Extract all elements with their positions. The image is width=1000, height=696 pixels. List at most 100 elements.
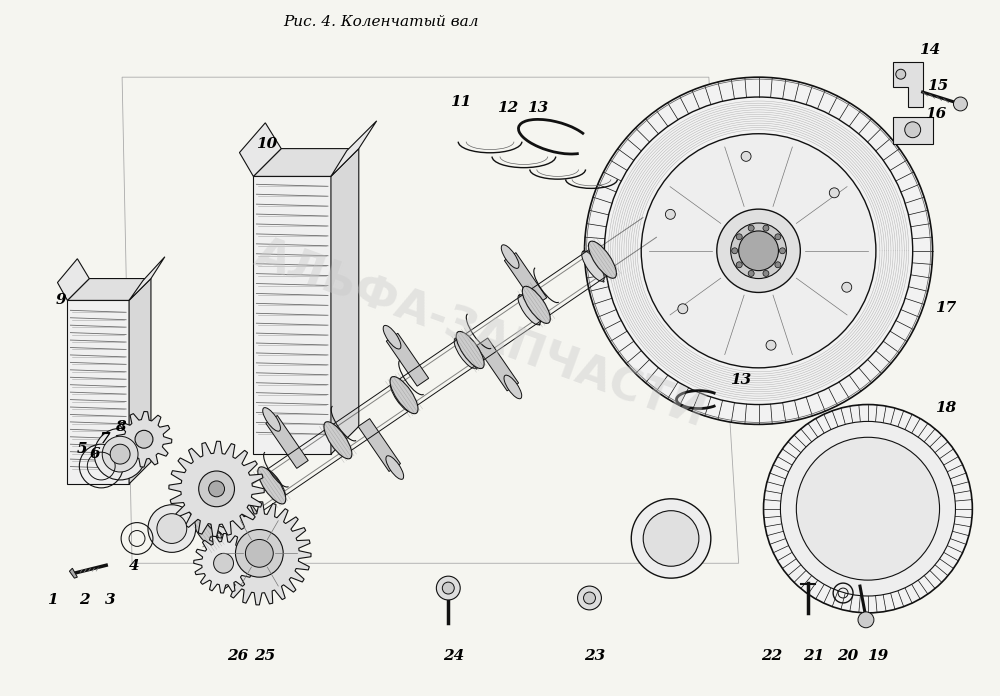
Ellipse shape <box>588 241 616 278</box>
Polygon shape <box>476 338 519 391</box>
Text: 9: 9 <box>55 294 66 308</box>
Polygon shape <box>266 416 308 468</box>
Circle shape <box>717 209 800 292</box>
Circle shape <box>442 582 454 594</box>
Circle shape <box>764 404 972 613</box>
Text: 24: 24 <box>443 649 464 663</box>
Polygon shape <box>239 122 281 176</box>
Polygon shape <box>116 411 172 467</box>
Circle shape <box>775 234 781 239</box>
Circle shape <box>775 262 781 268</box>
Circle shape <box>741 152 751 161</box>
Circle shape <box>763 226 769 231</box>
Polygon shape <box>129 257 165 301</box>
Polygon shape <box>893 117 933 143</box>
Text: 7: 7 <box>100 432 111 446</box>
Circle shape <box>736 234 742 239</box>
Polygon shape <box>67 301 129 484</box>
Text: 8: 8 <box>115 420 125 434</box>
Circle shape <box>732 248 738 254</box>
Text: 13: 13 <box>730 373 751 387</box>
Circle shape <box>739 231 778 271</box>
Text: 18: 18 <box>935 400 956 415</box>
Text: 11: 11 <box>450 95 471 109</box>
Text: 15: 15 <box>927 79 948 93</box>
Polygon shape <box>253 149 359 176</box>
Polygon shape <box>504 253 547 306</box>
Circle shape <box>736 262 742 268</box>
Ellipse shape <box>501 245 519 269</box>
Circle shape <box>748 226 754 231</box>
Ellipse shape <box>258 467 286 504</box>
Ellipse shape <box>327 425 349 455</box>
Circle shape <box>245 539 273 567</box>
Polygon shape <box>331 149 359 454</box>
Circle shape <box>135 430 153 448</box>
Circle shape <box>905 122 921 138</box>
Ellipse shape <box>386 456 404 480</box>
Text: 19: 19 <box>867 649 889 663</box>
Ellipse shape <box>582 251 604 281</box>
Circle shape <box>780 421 955 596</box>
Text: 22: 22 <box>761 649 782 663</box>
Circle shape <box>665 209 675 219</box>
Text: 13: 13 <box>527 101 548 115</box>
Polygon shape <box>386 333 429 386</box>
Text: 10: 10 <box>256 136 277 150</box>
Circle shape <box>643 511 699 567</box>
Polygon shape <box>169 441 264 537</box>
Circle shape <box>584 592 595 604</box>
Ellipse shape <box>390 381 413 412</box>
Circle shape <box>235 530 283 577</box>
Circle shape <box>94 428 146 480</box>
Circle shape <box>896 69 906 79</box>
Text: 5: 5 <box>77 442 88 456</box>
Circle shape <box>779 248 785 254</box>
Text: 6: 6 <box>90 447 101 461</box>
Text: 12: 12 <box>497 101 519 115</box>
Circle shape <box>631 499 711 578</box>
Text: 23: 23 <box>584 649 605 663</box>
Text: 21: 21 <box>803 649 824 663</box>
Ellipse shape <box>265 538 283 562</box>
Circle shape <box>858 612 874 628</box>
Circle shape <box>209 481 225 497</box>
Ellipse shape <box>518 294 540 325</box>
Circle shape <box>148 505 196 553</box>
Circle shape <box>578 586 601 610</box>
Ellipse shape <box>383 326 401 349</box>
Circle shape <box>796 437 940 580</box>
Polygon shape <box>358 418 401 471</box>
Ellipse shape <box>199 512 222 542</box>
Circle shape <box>829 188 839 198</box>
Polygon shape <box>331 121 377 176</box>
Ellipse shape <box>324 422 352 459</box>
Polygon shape <box>208 502 311 605</box>
Polygon shape <box>194 534 253 593</box>
Ellipse shape <box>504 375 522 399</box>
Text: 2: 2 <box>79 593 90 607</box>
Circle shape <box>110 444 130 464</box>
Circle shape <box>102 436 138 472</box>
Circle shape <box>585 77 933 425</box>
Ellipse shape <box>390 377 418 413</box>
Circle shape <box>199 471 234 507</box>
Text: 1: 1 <box>47 593 58 607</box>
Ellipse shape <box>263 468 285 499</box>
Ellipse shape <box>522 286 550 324</box>
Circle shape <box>766 340 776 350</box>
Circle shape <box>842 283 852 292</box>
Circle shape <box>214 553 233 574</box>
Text: 14: 14 <box>919 43 940 57</box>
Circle shape <box>763 271 769 276</box>
Text: АЛЬФА-ЗАПЧАСТИ: АЛЬФА-ЗАПЧАСТИ <box>249 232 711 436</box>
Text: 3: 3 <box>105 593 115 607</box>
Text: 4: 4 <box>129 560 139 574</box>
Circle shape <box>731 223 786 278</box>
Ellipse shape <box>263 408 280 432</box>
Circle shape <box>436 576 460 600</box>
Polygon shape <box>57 259 89 301</box>
Text: 17: 17 <box>935 301 956 315</box>
Circle shape <box>641 134 876 368</box>
Text: Рис. 4. Коленчатый вал: Рис. 4. Коленчатый вал <box>283 15 478 29</box>
